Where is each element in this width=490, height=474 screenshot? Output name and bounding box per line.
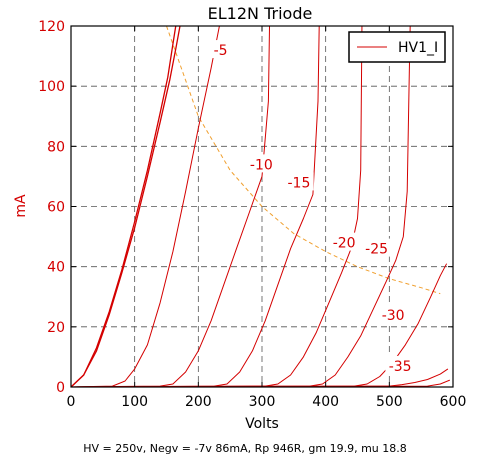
y-tick-label: 100 — [38, 79, 65, 95]
curve-label: -20 — [329, 232, 359, 252]
x-tick-label: 200 — [185, 394, 212, 410]
curve-label-bg — [329, 232, 359, 251]
curve-label: -5 — [210, 40, 232, 59]
load-line — [166, 26, 441, 295]
x-tick-label: 0 — [67, 394, 76, 410]
grid — [71, 26, 453, 387]
legend: HV1_I — [348, 31, 446, 63]
plate-curve — [71, 26, 411, 387]
curve-label: -10 — [246, 154, 277, 173]
y-tick-label: 120 — [38, 19, 65, 35]
curve-label-text: -30 — [382, 308, 405, 324]
legend-entry: HV1_I — [398, 40, 438, 56]
plate-curve — [71, 26, 177, 387]
curve-label-bg — [378, 304, 408, 323]
y-tick-label: 0 — [56, 380, 65, 396]
y-tick-label: 80 — [47, 139, 65, 155]
curve-label: -25 — [361, 238, 392, 258]
load-line-layer — [166, 26, 441, 295]
x-tick-label: 400 — [312, 394, 339, 410]
plate-curve — [71, 26, 320, 387]
curve-label-bg — [246, 154, 277, 173]
curve-label-text: -20 — [333, 236, 356, 252]
tick-layer: 0 100 200 300 400 500 600 0 20 40 60 80 100 120 — [38, 19, 466, 410]
curve-label: -35 — [385, 355, 415, 375]
curve-label-bg — [284, 172, 314, 191]
curve-label-text: -25 — [365, 242, 388, 258]
y-tick-label: 60 — [47, 200, 65, 216]
curve-label-bg — [361, 238, 392, 257]
curve-label-bg — [210, 40, 232, 59]
x-tick-label: 500 — [376, 394, 403, 410]
curve-label: -30 — [378, 304, 408, 324]
curve-layer — [71, 26, 450, 387]
curve-label-text: -5 — [214, 43, 228, 59]
y-tick-label: 40 — [47, 260, 65, 276]
y-tick-label: 20 — [47, 320, 65, 336]
x-tick-label: 100 — [121, 394, 148, 410]
plate-curve — [71, 26, 363, 387]
plate-curve — [71, 26, 181, 387]
footer-note: HV = 250v, Negv = -7v 86mA, Rp 946R, gm … — [83, 442, 407, 455]
curve-label-layer: -5 -10 -15 -20 -25 -30 -35 — [210, 40, 415, 375]
x-tick-label: 300 — [249, 394, 276, 410]
plate-curve — [71, 263, 448, 387]
y-axis-label: mA — [13, 194, 29, 218]
curve-label: -15 — [284, 172, 314, 191]
curve-label-text: -15 — [287, 175, 310, 191]
chart-title: EL12N Triode — [208, 4, 313, 23]
curve-label-text: -10 — [250, 157, 273, 173]
curve-label-bg — [385, 355, 415, 374]
curve-label-text: -35 — [389, 359, 412, 375]
x-axis-label: Volts — [245, 416, 279, 432]
x-tick-label: 600 — [440, 394, 467, 410]
